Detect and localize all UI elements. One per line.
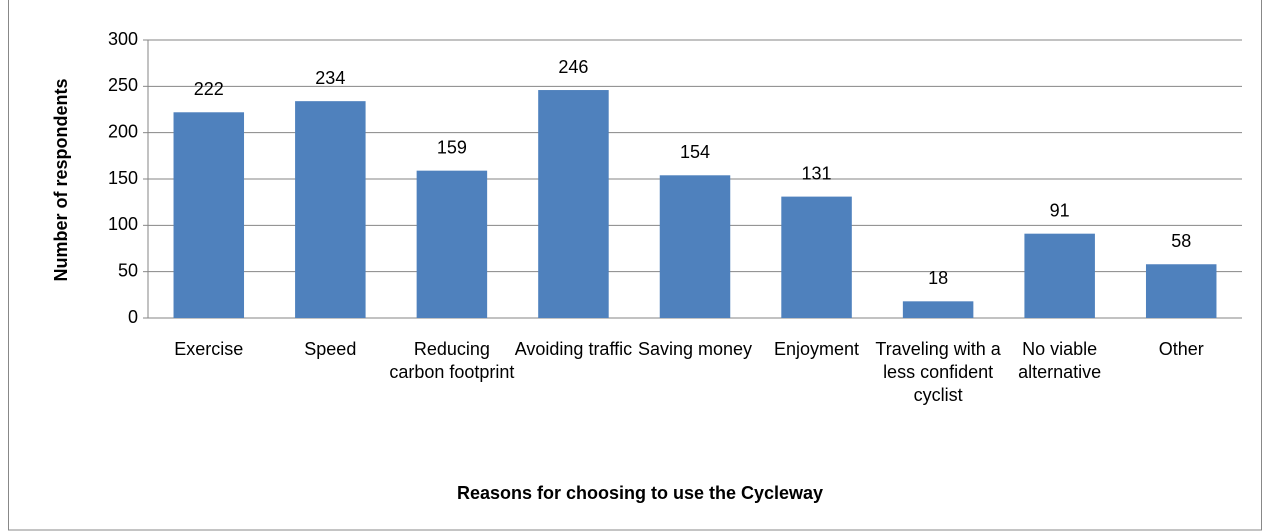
bar	[538, 90, 609, 318]
data-label: 234	[315, 68, 345, 88]
data-label: 58	[1171, 231, 1191, 251]
y-tick-label: 200	[108, 121, 138, 141]
y-tick-label: 300	[108, 29, 138, 49]
bar	[1145, 264, 1217, 318]
y-tick-label: 150	[108, 168, 138, 188]
x-tick-label: No viable alternative	[1018, 339, 1102, 382]
x-tick-label: Saving money	[637, 339, 753, 359]
data-label: 91	[1050, 200, 1070, 220]
data-label: 246	[558, 57, 588, 77]
x-tick-label: Enjoyment	[774, 339, 860, 359]
x-tick-label: Exercise	[174, 339, 244, 359]
x-tick-label: Avoiding traffic	[514, 339, 633, 359]
y-tick-label: 250	[108, 75, 138, 95]
y-tick-label: 50	[118, 260, 138, 280]
x-tick-label: Reducing carbon footprint	[389, 339, 515, 382]
x-tick-label: Other	[1158, 339, 1204, 359]
x-tick-label: Traveling with a less confident cyclist	[875, 339, 1001, 405]
data-label: 159	[437, 137, 467, 157]
x-tick-label: Speed	[304, 339, 357, 359]
data-label: 154	[680, 142, 710, 162]
y-axis-title: Number of respondents	[51, 78, 71, 281]
bar	[659, 175, 731, 318]
bar	[416, 170, 488, 318]
data-label: 18	[928, 268, 948, 288]
data-label: 222	[194, 79, 224, 99]
bar	[295, 101, 366, 318]
bar	[173, 112, 245, 318]
y-tick-label: 0	[128, 307, 138, 327]
bar	[1024, 233, 1095, 318]
bar	[902, 301, 974, 318]
x-axis-title: Reasons for choosing to use the Cycleway	[457, 483, 823, 503]
y-tick-label: 100	[108, 214, 138, 234]
data-label: 131	[802, 163, 832, 183]
bar	[781, 196, 852, 318]
